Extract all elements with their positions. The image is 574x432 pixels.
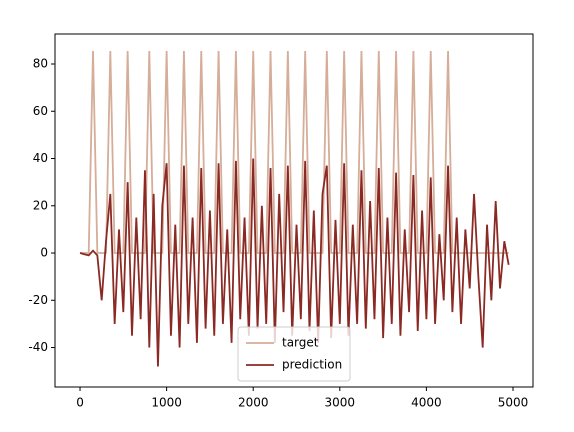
x-tick-label: 3000 <box>325 396 356 410</box>
y-tick-label: 20 <box>33 198 48 212</box>
legend-label: target <box>282 336 319 350</box>
legend-label: prediction <box>282 358 342 372</box>
series-line <box>80 50 509 254</box>
y-tick-label: 60 <box>33 104 48 118</box>
plot-frame <box>54 33 534 388</box>
legend-box <box>237 326 351 382</box>
y-tick-label: -40 <box>28 340 48 354</box>
y-tick-label: -20 <box>28 293 48 307</box>
x-tick-label: 5000 <box>498 396 529 410</box>
y-tick-label: 40 <box>33 151 48 165</box>
y-tick-label: 0 <box>40 246 48 260</box>
x-tick-label: 1000 <box>151 396 182 410</box>
x-tick-label: 4000 <box>411 396 442 410</box>
x-tick-label: 0 <box>76 396 84 410</box>
y-tick-label: 80 <box>33 57 48 71</box>
x-tick-label: 2000 <box>238 396 269 410</box>
series-line <box>79 158 510 367</box>
